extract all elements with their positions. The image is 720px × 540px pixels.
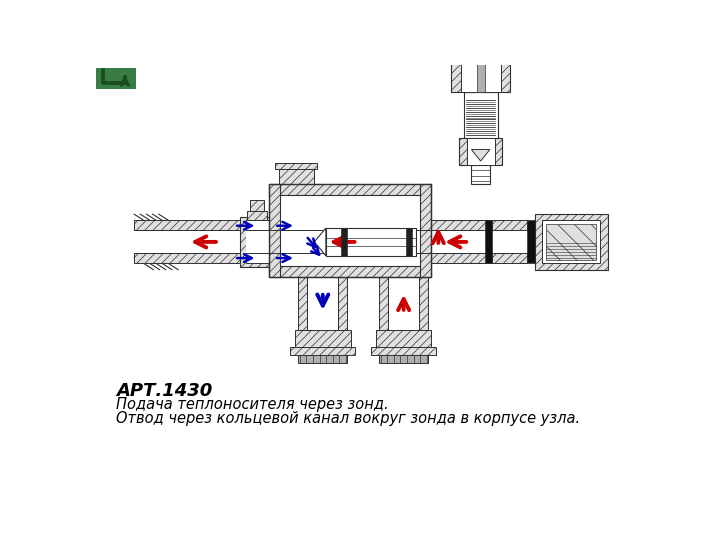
Bar	[269, 184, 279, 276]
Bar	[472, 165, 490, 184]
Bar	[251, 200, 264, 211]
Bar	[269, 184, 431, 195]
Bar	[379, 355, 428, 363]
Bar	[134, 253, 269, 264]
Bar	[419, 276, 428, 330]
Bar	[96, 68, 135, 90]
Bar	[492, 253, 527, 264]
Bar	[492, 220, 527, 231]
Bar	[326, 228, 416, 256]
Bar	[290, 347, 355, 355]
Text: Отвод через кольцевой канал вокруг зонда в корпусе узла.: Отвод через кольцевой канал вокруг зонда…	[117, 411, 580, 426]
Bar	[461, 53, 500, 92]
Bar	[307, 276, 338, 330]
Bar	[134, 231, 269, 253]
Bar	[527, 220, 534, 264]
Text: АРТ.1430: АРТ.1430	[117, 382, 212, 400]
Bar	[431, 220, 508, 231]
Bar	[275, 163, 318, 168]
Bar	[534, 214, 608, 269]
Bar	[542, 220, 600, 264]
Bar	[451, 53, 510, 92]
Bar	[467, 30, 495, 39]
Bar	[96, 69, 135, 90]
Polygon shape	[472, 150, 490, 161]
Bar	[379, 276, 388, 330]
Bar	[546, 224, 596, 260]
Bar	[248, 211, 267, 220]
Bar	[406, 228, 412, 256]
Bar	[464, 92, 498, 138]
Bar	[298, 355, 348, 363]
Bar	[295, 330, 351, 347]
Bar	[246, 231, 269, 253]
Bar	[246, 220, 269, 264]
Bar	[279, 169, 314, 184]
Polygon shape	[315, 228, 326, 256]
Text: ↂ: ↂ	[106, 70, 125, 85]
Bar	[240, 217, 275, 267]
Bar	[420, 184, 431, 276]
Bar	[388, 276, 419, 330]
Bar	[431, 253, 508, 264]
Bar	[431, 231, 508, 253]
Bar	[459, 138, 503, 165]
Bar	[269, 184, 431, 276]
Bar	[298, 276, 307, 330]
Bar	[269, 266, 431, 276]
Bar	[134, 220, 269, 231]
Bar	[477, 53, 485, 92]
Bar	[338, 276, 348, 330]
Bar	[376, 330, 431, 347]
Bar	[279, 195, 420, 266]
Bar	[341, 228, 348, 256]
Text: Подача теплоносителя через зонд.: Подача теплоносителя через зонд.	[117, 397, 389, 413]
Bar	[372, 347, 436, 355]
Bar	[457, 39, 504, 53]
Bar	[474, 44, 487, 50]
Bar	[485, 220, 492, 264]
Bar	[467, 138, 495, 165]
